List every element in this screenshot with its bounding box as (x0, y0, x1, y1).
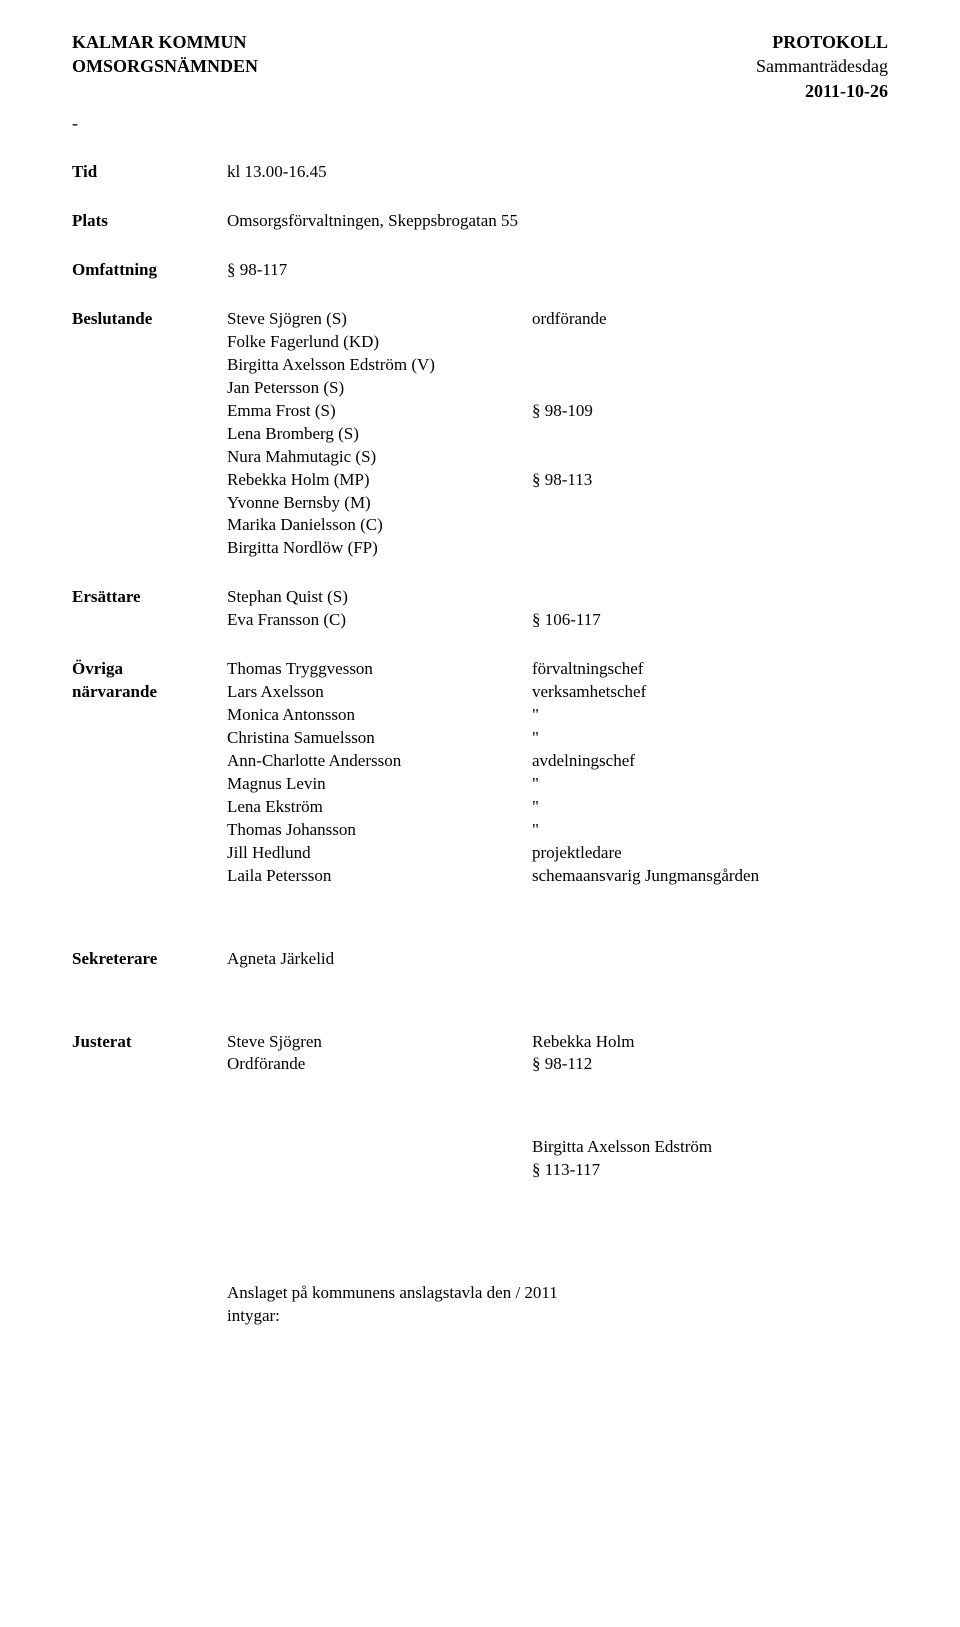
beslutande-name-4: Emma Frost (S) (227, 400, 532, 423)
beslutande-role-1 (532, 331, 888, 354)
beslutande-name-9: Marika Danielsson (C) (227, 514, 532, 537)
beslutande-section: Beslutande Steve Sjögren (S) ordförande … (72, 308, 888, 560)
ovriga-role-7: " (532, 819, 888, 842)
ersattare-name-0: Stephan Quist (S) (227, 586, 532, 609)
beslutande-label: Beslutande (72, 308, 227, 331)
ovriga-role-9: schemaansvarig Jungmansgården (532, 865, 888, 888)
beslutande-name-3: Jan Petersson (S) (227, 377, 532, 400)
beslutande-name-0: Steve Sjögren (S) (227, 308, 532, 331)
justerat-right-0: Rebekka Holm (532, 1031, 888, 1054)
beslutande-name-1: Folke Fagerlund (KD) (227, 331, 532, 354)
ovriga-name-2: Monica Antonsson (227, 704, 532, 727)
tid-label: Tid (72, 161, 227, 184)
beslutande-role-7: § 98-113 (532, 469, 888, 492)
justerat-left-0: Steve Sjögren (227, 1031, 532, 1054)
justerat-left-1: Ordförande (227, 1053, 532, 1076)
header-row-2: OMSORGSNÄMNDEN Sammanträdesdag (72, 54, 888, 78)
beslutande-role-9 (532, 514, 888, 537)
ovriga-label-2: närvarande (72, 681, 227, 704)
ovriga-name-7: Thomas Johansson (227, 819, 532, 842)
beslutande-role-6 (532, 446, 888, 469)
justerat-right-1: § 98-112 (532, 1053, 888, 1076)
ovriga-role-6: " (532, 796, 888, 819)
header-row-3: 2011-10-26 (72, 79, 888, 103)
beslutande-role-8 (532, 492, 888, 515)
ovriga-label-1: Övriga (72, 658, 227, 681)
ersattare-name-1: Eva Fransson (C) (227, 609, 532, 632)
omfattning-row: Omfattning § 98-117 (72, 259, 888, 282)
beslutande-role-5 (532, 423, 888, 446)
sekreterare-label: Sekreterare (72, 948, 227, 971)
dash-mark: - (72, 111, 888, 135)
beslutande-name-6: Nura Mahmutagic (S) (227, 446, 532, 469)
ovriga-name-4: Ann-Charlotte Andersson (227, 750, 532, 773)
beslutande-name-5: Lena Bromberg (S) (227, 423, 532, 446)
ovriga-name-8: Jill Hedlund (227, 842, 532, 865)
dept-name: OMSORGSNÄMNDEN (72, 54, 258, 78)
ovriga-name-9: Laila Petersson (227, 865, 532, 888)
beslutande-role-2 (532, 354, 888, 377)
ovriga-name-6: Lena Ekström (227, 796, 532, 819)
ersattare-role-1: § 106-117 (532, 609, 888, 632)
beslutande-role-0: ordförande (532, 308, 888, 331)
ovriga-role-8: projektledare (532, 842, 888, 865)
plats-label: Plats (72, 210, 227, 233)
plats-value: Omsorgsförvaltningen, Skeppsbrogatan 55 (227, 210, 888, 233)
plats-row: Plats Omsorgsförvaltningen, Skeppsbrogat… (72, 210, 888, 233)
footer-text: Anslaget på kommunens anslagstavla den /… (227, 1282, 888, 1305)
beslutande-name-10: Birgitta Nordlöw (FP) (227, 537, 532, 560)
meeting-date: 2011-10-26 (805, 79, 888, 103)
ersattare-label: Ersättare (72, 586, 227, 609)
header-row-1: KALMAR KOMMUN PROTOKOLL (72, 30, 888, 54)
ovriga-role-4: avdelningschef (532, 750, 888, 773)
meeting-day-label: Sammanträdesdag (756, 54, 888, 78)
beslutande-role-4: § 98-109 (532, 400, 888, 423)
appendix-range: § 113-117 (532, 1159, 888, 1182)
ovriga-role-0: förvaltningschef (532, 658, 888, 681)
ovriga-name-5: Magnus Levin (227, 773, 532, 796)
beslutande-name-8: Yvonne Bernsby (M) (227, 492, 532, 515)
justerat-section: Justerat Steve Sjögren Rebekka Holm Ordf… (72, 1031, 888, 1077)
omfattning-label: Omfattning (72, 259, 227, 282)
org-name: KALMAR KOMMUN (72, 30, 246, 54)
tid-value: kl 13.00-16.45 (227, 161, 888, 184)
justerat-label: Justerat (72, 1031, 227, 1054)
ovriga-role-5: " (532, 773, 888, 796)
tid-row: Tid kl 13.00-16.45 (72, 161, 888, 184)
appendix-name: Birgitta Axelsson Edström (532, 1136, 888, 1159)
ersattare-role-0 (532, 586, 888, 609)
footer-intygar: intygar: (227, 1305, 888, 1328)
ovriga-section: Övriga Thomas Tryggvesson förvaltningsch… (72, 658, 888, 887)
ovriga-role-2: " (532, 704, 888, 727)
protokoll-label: PROTOKOLL (772, 30, 888, 54)
sekreterare-row: Sekreterare Agneta Järkelid (72, 948, 888, 971)
ovriga-name-3: Christina Samuelsson (227, 727, 532, 750)
sekreterare-value: Agneta Järkelid (227, 948, 888, 971)
ovriga-role-1: verksamhetschef (532, 681, 888, 704)
beslutande-name-2: Birgitta Axelsson Edström (V) (227, 354, 532, 377)
beslutande-role-3 (532, 377, 888, 400)
ovriga-role-3: " (532, 727, 888, 750)
omfattning-value: § 98-117 (227, 259, 888, 282)
appendix-row: Birgitta Axelsson Edström § 113-117 (72, 1136, 888, 1182)
beslutande-role-10 (532, 537, 888, 560)
ersattare-section: Ersättare Stephan Quist (S) Eva Fransson… (72, 586, 888, 632)
ovriga-name-0: Thomas Tryggvesson (227, 658, 532, 681)
ovriga-name-1: Lars Axelsson (227, 681, 532, 704)
beslutande-name-7: Rebekka Holm (MP) (227, 469, 532, 492)
footer-section: Anslaget på kommunens anslagstavla den /… (72, 1282, 888, 1328)
